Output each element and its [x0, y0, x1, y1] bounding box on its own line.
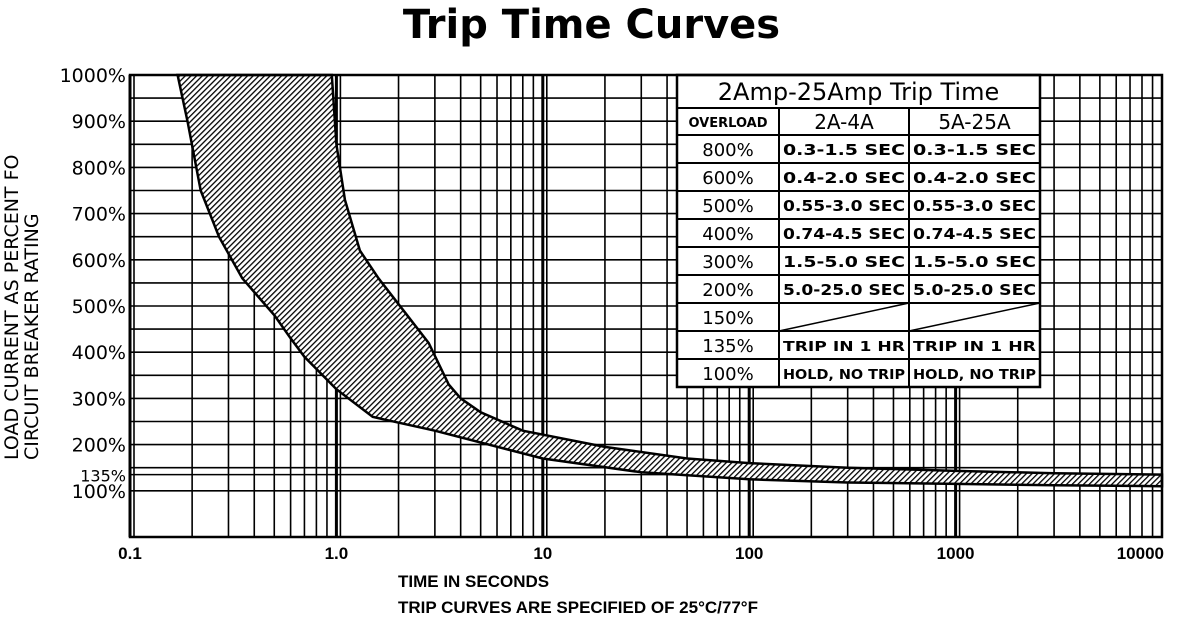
trip-time-table: 2Amp-25Amp Trip Time OVERLOAD 2A-4A 5A-25A 8… [675, 73, 1042, 389]
table-time-cell: 0.55-3.0 SEC [913, 197, 1036, 215]
table-overload-cell: 600% [702, 168, 753, 189]
table-cell-slash [778, 302, 910, 332]
table-title: 2Amp-25Amp Trip Time [718, 78, 999, 106]
y-tick-label: 200% [72, 435, 126, 457]
table-time-cell: 0.4-2.0 SEC [913, 169, 1036, 187]
y-tick-label: 800% [72, 157, 126, 179]
x-tick-label: 10 [533, 544, 552, 563]
table-overload-cell: 500% [702, 196, 753, 217]
table-cell-slash [908, 302, 1041, 332]
y-tick-label: 900% [72, 111, 126, 133]
table-header-cell: OVERLOAD [688, 116, 767, 131]
tick-labels: 0.1 1.0 10 100 1000 10000100%135%200%300%400%… [60, 65, 1164, 563]
table-time-cell: 0.3-1.5 SEC [783, 141, 905, 159]
chart-title: Trip Time Curves [402, 2, 781, 48]
axes [128, 73, 1164, 539]
table-time-cell: TRIP IN 1 HR [783, 340, 905, 355]
table-time-cell: 5.0-25.0 SEC [783, 281, 905, 299]
table-time-cell: HOLD, NO TRIP [783, 368, 905, 383]
y-tick-label: 400% [72, 342, 126, 364]
table-overload-cell: 150% [702, 308, 753, 329]
table-header-cell: 2A-4A [814, 110, 874, 134]
table-background [675, 73, 1042, 389]
table-overload-cell: 200% [702, 280, 753, 301]
y-tick-label: 100% [72, 481, 126, 503]
table-time-cell: HOLD, NO TRIP [913, 368, 1036, 383]
x-tick-label: 1.0 [325, 544, 349, 563]
table-overload-cell: 300% [702, 252, 753, 273]
x-tick-label: 10000 [1117, 544, 1164, 563]
x-tick-label: 100 [735, 544, 763, 563]
y-tick-label: 700% [72, 204, 126, 226]
y-tick-label: 600% [72, 250, 126, 272]
table-overload-cell: 800% [702, 140, 753, 161]
table-overload-cell: 400% [702, 224, 753, 245]
table-header-cell: 5A-25A [938, 110, 1011, 134]
table-time-cell: 1.5-5.0 SEC [913, 253, 1036, 271]
table-time-cell: 0.4-2.0 SEC [783, 169, 905, 187]
table-time-cell: TRIP IN 1 HR [913, 340, 1036, 355]
temperature-footnote: TRIP CURVES ARE SPECIFIED OF 25°C/77°F [398, 598, 758, 617]
y-tick-label: 135% [80, 467, 126, 486]
table-time-cell: 0.74-4.5 SEC [783, 225, 905, 243]
y-tick-label: 1000% [60, 65, 126, 87]
table-time-cell: 0.3-1.5 SEC [913, 141, 1036, 159]
table-overload-cell: 135% [702, 336, 753, 357]
x-axis-label: TIME IN SECONDS [398, 572, 550, 591]
table-overload-cell: 100% [702, 364, 753, 385]
table-time-cell: 0.74-4.5 SEC [913, 225, 1036, 243]
y-tick-label: 300% [72, 388, 126, 410]
x-tick-label: 1000 [937, 544, 975, 563]
table-time-cell: 5.0-25.0 SEC [913, 281, 1036, 299]
table-time-cell: 1.5-5.0 SEC [783, 253, 905, 271]
plot-frame [128, 73, 1164, 539]
x-tick-label: 0.1 [118, 544, 142, 563]
y-tick-label: 500% [72, 296, 126, 318]
table-time-cell: 0.55-3.0 SEC [783, 197, 905, 215]
